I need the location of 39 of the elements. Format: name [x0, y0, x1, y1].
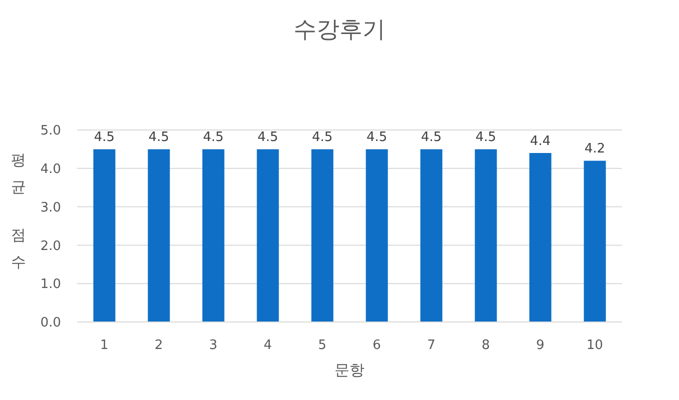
data-label: 4.5: [421, 130, 442, 146]
y-axis-title: 평균 점수: [9, 142, 29, 273]
data-label: 4.5: [94, 130, 115, 146]
bar: [474, 149, 497, 322]
x-axis-title: 문항: [334, 361, 366, 380]
chart-title: 수강후기: [292, 16, 386, 45]
x-tick-label: 8: [482, 338, 490, 354]
data-label: 4.5: [148, 130, 170, 146]
y-tick-label: 2.0: [40, 238, 61, 254]
x-tick-label: 4: [264, 338, 272, 354]
y-tick-label: 4.0: [40, 162, 61, 178]
y-tick-label: 0.0: [40, 316, 61, 331]
bar: [366, 149, 388, 322]
x-tick-label: 5: [318, 338, 326, 354]
x-tick-label: 1: [100, 338, 108, 354]
y-tick-label: 5.0: [40, 124, 61, 139]
x-tick-label: 10: [586, 338, 604, 354]
data-label: 4.5: [258, 130, 278, 146]
data-label: 4.2: [584, 142, 606, 157]
data-label: 4.5: [476, 130, 496, 146]
x-tick-label: 6: [372, 338, 381, 354]
bar: [420, 149, 442, 322]
x-tick-label: 9: [536, 338, 544, 354]
bar: [311, 149, 334, 322]
bar: [256, 149, 279, 322]
x-tick-label: 7: [427, 338, 436, 354]
data-label: 4.5: [312, 130, 333, 146]
bar: [584, 160, 606, 322]
bar: [93, 149, 116, 322]
bar: [148, 149, 170, 322]
data-label: 4.4: [530, 134, 551, 150]
data-label: 4.5: [203, 130, 224, 146]
bar: [202, 149, 224, 322]
y-tick-label: 1.0: [40, 277, 61, 292]
bar: [529, 153, 552, 322]
x-tick-label: 3: [209, 338, 218, 354]
y-tick-label: 3.0: [40, 200, 61, 216]
data-label: 4.5: [366, 130, 388, 146]
x-tick-label: 2: [154, 338, 163, 354]
